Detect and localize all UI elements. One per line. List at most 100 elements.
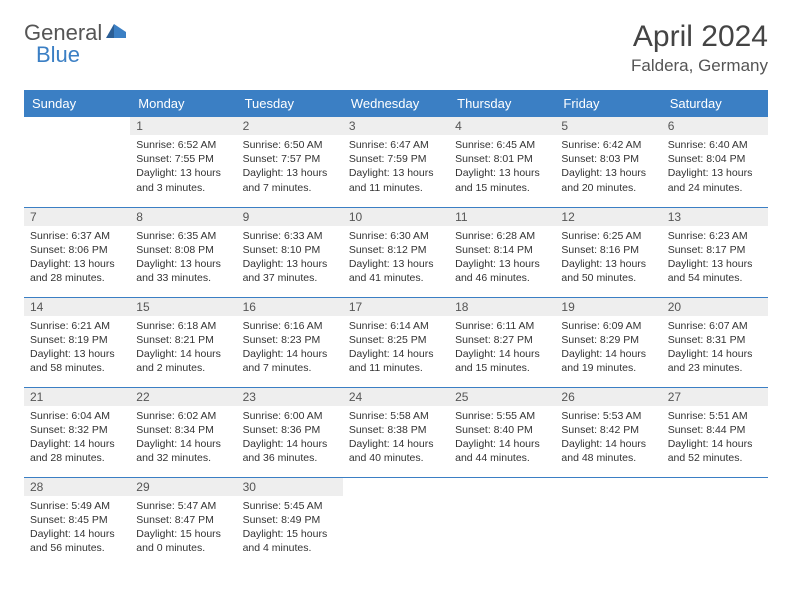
header: General April 2024 Faldera, Germany <box>24 20 768 76</box>
calendar-day-cell: 19Sunrise: 6:09 AMSunset: 8:29 PMDayligh… <box>555 297 661 387</box>
brand-text-2: Blue <box>36 42 80 68</box>
day-details: Sunrise: 6:09 AMSunset: 8:29 PMDaylight:… <box>555 316 661 382</box>
calendar-empty-cell <box>24 117 130 207</box>
day-details: Sunrise: 6:30 AMSunset: 8:12 PMDaylight:… <box>343 226 449 292</box>
day-details: Sunrise: 6:25 AMSunset: 8:16 PMDaylight:… <box>555 226 661 292</box>
calendar-day-cell: 8Sunrise: 6:35 AMSunset: 8:08 PMDaylight… <box>130 207 236 297</box>
calendar-day-cell: 9Sunrise: 6:33 AMSunset: 8:10 PMDaylight… <box>237 207 343 297</box>
calendar-day-cell: 23Sunrise: 6:00 AMSunset: 8:36 PMDayligh… <box>237 387 343 477</box>
day-details: Sunrise: 6:00 AMSunset: 8:36 PMDaylight:… <box>237 406 343 472</box>
calendar-day-cell: 4Sunrise: 6:45 AMSunset: 8:01 PMDaylight… <box>449 117 555 207</box>
calendar-empty-cell <box>343 477 449 567</box>
day-number: 2 <box>237 117 343 135</box>
calendar-day-cell: 18Sunrise: 6:11 AMSunset: 8:27 PMDayligh… <box>449 297 555 387</box>
day-number: 16 <box>237 298 343 316</box>
month-title: April 2024 <box>631 20 768 54</box>
day-number: 29 <box>130 478 236 496</box>
calendar-empty-cell <box>555 477 661 567</box>
day-details: Sunrise: 5:55 AMSunset: 8:40 PMDaylight:… <box>449 406 555 472</box>
calendar-day-cell: 10Sunrise: 6:30 AMSunset: 8:12 PMDayligh… <box>343 207 449 297</box>
day-details: Sunrise: 6:02 AMSunset: 8:34 PMDaylight:… <box>130 406 236 472</box>
day-number: 20 <box>662 298 768 316</box>
calendar-day-cell: 13Sunrise: 6:23 AMSunset: 8:17 PMDayligh… <box>662 207 768 297</box>
calendar-day-cell: 16Sunrise: 6:16 AMSunset: 8:23 PMDayligh… <box>237 297 343 387</box>
calendar-day-cell: 20Sunrise: 6:07 AMSunset: 8:31 PMDayligh… <box>662 297 768 387</box>
day-number: 9 <box>237 208 343 226</box>
weekday-header: Monday <box>130 90 236 117</box>
calendar-day-cell: 21Sunrise: 6:04 AMSunset: 8:32 PMDayligh… <box>24 387 130 477</box>
calendar-day-cell: 30Sunrise: 5:45 AMSunset: 8:49 PMDayligh… <box>237 477 343 567</box>
calendar-empty-cell <box>662 477 768 567</box>
day-number: 26 <box>555 388 661 406</box>
calendar-table: SundayMondayTuesdayWednesdayThursdayFrid… <box>24 90 768 567</box>
day-details: Sunrise: 6:04 AMSunset: 8:32 PMDaylight:… <box>24 406 130 472</box>
day-details: Sunrise: 5:51 AMSunset: 8:44 PMDaylight:… <box>662 406 768 472</box>
calendar-day-cell: 3Sunrise: 6:47 AMSunset: 7:59 PMDaylight… <box>343 117 449 207</box>
day-details: Sunrise: 6:16 AMSunset: 8:23 PMDaylight:… <box>237 316 343 382</box>
day-number: 10 <box>343 208 449 226</box>
day-number: 4 <box>449 117 555 135</box>
day-number: 3 <box>343 117 449 135</box>
day-details: Sunrise: 5:47 AMSunset: 8:47 PMDaylight:… <box>130 496 236 562</box>
calendar-day-cell: 28Sunrise: 5:49 AMSunset: 8:45 PMDayligh… <box>24 477 130 567</box>
calendar-day-cell: 25Sunrise: 5:55 AMSunset: 8:40 PMDayligh… <box>449 387 555 477</box>
day-number: 6 <box>662 117 768 135</box>
day-details: Sunrise: 6:37 AMSunset: 8:06 PMDaylight:… <box>24 226 130 292</box>
calendar-day-cell: 7Sunrise: 6:37 AMSunset: 8:06 PMDaylight… <box>24 207 130 297</box>
day-number: 12 <box>555 208 661 226</box>
day-details: Sunrise: 6:40 AMSunset: 8:04 PMDaylight:… <box>662 135 768 201</box>
calendar-day-cell: 27Sunrise: 5:51 AMSunset: 8:44 PMDayligh… <box>662 387 768 477</box>
location: Faldera, Germany <box>631 56 768 76</box>
weekday-header: Thursday <box>449 90 555 117</box>
day-number: 14 <box>24 298 130 316</box>
day-details: Sunrise: 5:53 AMSunset: 8:42 PMDaylight:… <box>555 406 661 472</box>
calendar-day-cell: 14Sunrise: 6:21 AMSunset: 8:19 PMDayligh… <box>24 297 130 387</box>
day-number: 13 <box>662 208 768 226</box>
day-details: Sunrise: 6:28 AMSunset: 8:14 PMDaylight:… <box>449 226 555 292</box>
day-number: 15 <box>130 298 236 316</box>
day-details: Sunrise: 6:50 AMSunset: 7:57 PMDaylight:… <box>237 135 343 201</box>
calendar-day-cell: 11Sunrise: 6:28 AMSunset: 8:14 PMDayligh… <box>449 207 555 297</box>
day-number: 22 <box>130 388 236 406</box>
calendar-day-cell: 2Sunrise: 6:50 AMSunset: 7:57 PMDaylight… <box>237 117 343 207</box>
calendar-day-cell: 26Sunrise: 5:53 AMSunset: 8:42 PMDayligh… <box>555 387 661 477</box>
day-number: 8 <box>130 208 236 226</box>
day-details: Sunrise: 6:18 AMSunset: 8:21 PMDaylight:… <box>130 316 236 382</box>
day-number: 28 <box>24 478 130 496</box>
day-number: 11 <box>449 208 555 226</box>
day-number: 19 <box>555 298 661 316</box>
calendar-day-cell: 12Sunrise: 6:25 AMSunset: 8:16 PMDayligh… <box>555 207 661 297</box>
day-details: Sunrise: 6:35 AMSunset: 8:08 PMDaylight:… <box>130 226 236 292</box>
day-details: Sunrise: 6:11 AMSunset: 8:27 PMDaylight:… <box>449 316 555 382</box>
day-number: 24 <box>343 388 449 406</box>
day-details: Sunrise: 6:33 AMSunset: 8:10 PMDaylight:… <box>237 226 343 292</box>
day-details: Sunrise: 5:45 AMSunset: 8:49 PMDaylight:… <box>237 496 343 562</box>
day-number: 30 <box>237 478 343 496</box>
calendar-day-cell: 17Sunrise: 6:14 AMSunset: 8:25 PMDayligh… <box>343 297 449 387</box>
day-details: Sunrise: 6:21 AMSunset: 8:19 PMDaylight:… <box>24 316 130 382</box>
weekday-header: Wednesday <box>343 90 449 117</box>
day-details: Sunrise: 6:47 AMSunset: 7:59 PMDaylight:… <box>343 135 449 201</box>
weekday-header: Sunday <box>24 90 130 117</box>
day-details: Sunrise: 6:23 AMSunset: 8:17 PMDaylight:… <box>662 226 768 292</box>
calendar-day-cell: 1Sunrise: 6:52 AMSunset: 7:55 PMDaylight… <box>130 117 236 207</box>
day-number: 23 <box>237 388 343 406</box>
calendar-day-cell: 5Sunrise: 6:42 AMSunset: 8:03 PMDaylight… <box>555 117 661 207</box>
weekday-header: Saturday <box>662 90 768 117</box>
day-details: Sunrise: 6:45 AMSunset: 8:01 PMDaylight:… <box>449 135 555 201</box>
calendar-day-cell: 22Sunrise: 6:02 AMSunset: 8:34 PMDayligh… <box>130 387 236 477</box>
day-number: 27 <box>662 388 768 406</box>
weekday-header: Tuesday <box>237 90 343 117</box>
day-number: 5 <box>555 117 661 135</box>
day-details: Sunrise: 6:42 AMSunset: 8:03 PMDaylight:… <box>555 135 661 201</box>
day-number: 18 <box>449 298 555 316</box>
calendar-day-cell: 24Sunrise: 5:58 AMSunset: 8:38 PMDayligh… <box>343 387 449 477</box>
day-number: 21 <box>24 388 130 406</box>
day-details: Sunrise: 6:52 AMSunset: 7:55 PMDaylight:… <box>130 135 236 201</box>
day-details: Sunrise: 5:58 AMSunset: 8:38 PMDaylight:… <box>343 406 449 472</box>
calendar-day-cell: 29Sunrise: 5:47 AMSunset: 8:47 PMDayligh… <box>130 477 236 567</box>
calendar-day-cell: 6Sunrise: 6:40 AMSunset: 8:04 PMDaylight… <box>662 117 768 207</box>
day-details: Sunrise: 5:49 AMSunset: 8:45 PMDaylight:… <box>24 496 130 562</box>
day-number: 1 <box>130 117 236 135</box>
weekday-header: Friday <box>555 90 661 117</box>
